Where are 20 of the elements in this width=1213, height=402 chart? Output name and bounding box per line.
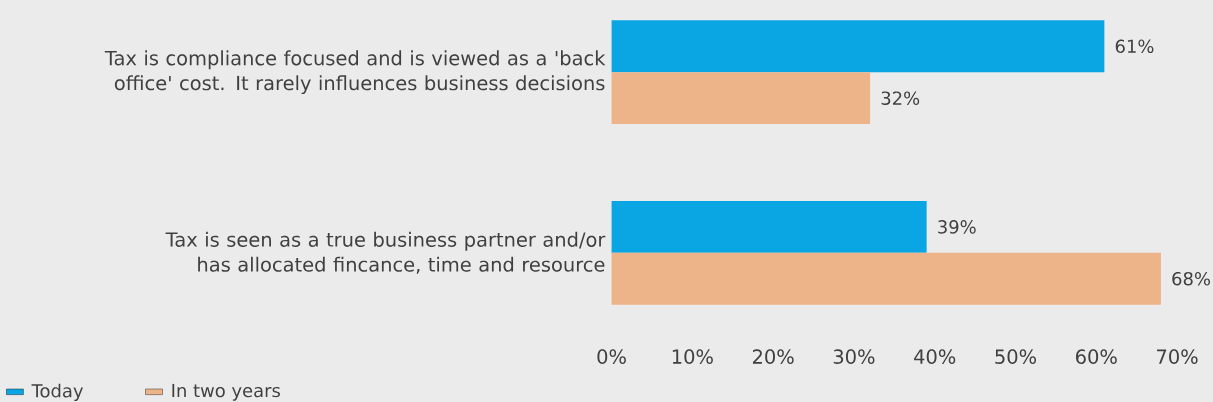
data-label: 61% xyxy=(1115,39,1154,54)
x-tick-label: 50% xyxy=(995,349,1037,365)
bar xyxy=(611,72,871,125)
x-tick-label: 0% xyxy=(597,349,626,365)
x-tick-label: 60% xyxy=(1076,349,1117,365)
legend-label: In two years xyxy=(172,383,280,401)
bar xyxy=(611,200,927,253)
data-label: 39% xyxy=(938,220,976,234)
x-tick-label: 20% xyxy=(752,349,794,365)
legend-label: Today xyxy=(31,383,83,402)
bar xyxy=(611,252,1161,305)
y-tick-label: Tax is compliance focused and is viewed as a 'back office' cost. It rarely influences business decisions xyxy=(104,50,606,95)
data-label: 68% xyxy=(1172,271,1210,286)
y-tick-label: Tax is seen as a true business partner and/or has allocated fincance, time and resource xyxy=(165,231,606,274)
x-tick-label: 10% xyxy=(672,349,713,365)
bar xyxy=(611,20,1105,73)
x-tick-label: 40% xyxy=(914,349,956,365)
data-label: 32% xyxy=(881,91,920,105)
x-tick-label: 30% xyxy=(833,349,875,365)
x-tick-label: 70% xyxy=(1157,349,1198,365)
